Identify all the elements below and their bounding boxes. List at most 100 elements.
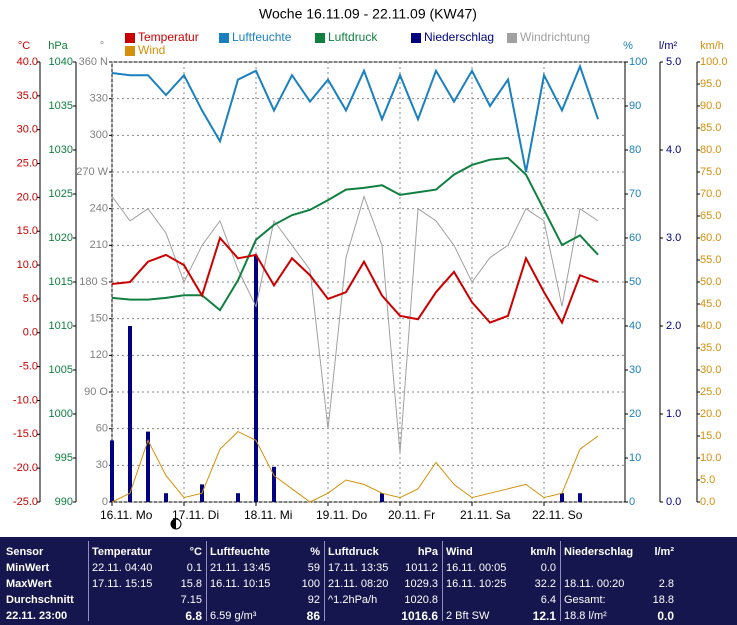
- axis-header: %: [623, 40, 633, 52]
- y-tick-label: 90: [629, 100, 641, 112]
- cell-note: 22.11. 04:40: [92, 562, 153, 574]
- y-tick-label: 15.0: [17, 225, 38, 237]
- column-separator: [560, 541, 561, 621]
- x-tick-label: 16.11. Mo: [100, 508, 153, 522]
- axis-header: km/h: [700, 40, 724, 52]
- precip-bar: [110, 440, 114, 502]
- y-tick-label: 995: [55, 452, 73, 464]
- y-tick-label: -20.0: [13, 462, 38, 474]
- cell-value: 100: [301, 578, 320, 590]
- precip-bar: [254, 255, 258, 502]
- y-tick-label: 90 O: [84, 386, 108, 398]
- y-tick-label: 80.0: [700, 144, 721, 156]
- precip-bar: [146, 431, 150, 502]
- y-tick-label: 35.0: [700, 342, 721, 354]
- series-line: [111, 156, 599, 312]
- y-tick-label: 35.0: [17, 90, 38, 102]
- legend-swatch: [411, 33, 421, 43]
- axis-header: °C: [18, 40, 30, 52]
- precip-bar: [272, 466, 276, 502]
- y-tick-label: 50.0: [700, 276, 721, 288]
- x-tick-label: 21.11. Sa: [460, 508, 511, 522]
- cell-value: 86: [306, 609, 320, 623]
- y-tick-label: 85.0: [700, 122, 721, 134]
- y-tick-label: -5.0: [19, 361, 38, 373]
- legend-swatch: [125, 33, 135, 43]
- y-tick-label: 1040: [49, 56, 73, 68]
- cell-value: 0.0: [657, 609, 674, 623]
- cell-value: 6.4: [540, 594, 556, 606]
- header-cell: Luftdruck: [328, 546, 379, 558]
- y-tick-label: 990: [55, 496, 73, 508]
- y-tick-label: 90.0: [700, 100, 721, 112]
- x-tick-label: 18.11. Mi: [244, 508, 292, 522]
- cell-note: ^1.2hPa/h: [328, 594, 378, 606]
- y-tick-label: 60.0: [700, 232, 721, 244]
- y-tick-label: 1020: [49, 232, 73, 244]
- cell-value: 2.8: [658, 578, 674, 590]
- row-label: 22.11. 23:00: [6, 610, 68, 622]
- summary-table: Sensor Temperatur °C Luftfeuchte% Luftdruck h…: [0, 537, 737, 625]
- y-tick-label: -10.0: [13, 394, 38, 406]
- cell-value: 92: [307, 594, 320, 606]
- y-tick-label: 100.0: [700, 56, 728, 68]
- precip-bar: [380, 493, 384, 502]
- y-tick-label: 25.0: [17, 157, 38, 169]
- y-tick-label: 0: [629, 496, 635, 508]
- y-tick-label: 1.0: [666, 408, 681, 420]
- y-tick-label: 0.0: [666, 496, 681, 508]
- cell-note: 16.11. 10:25: [446, 578, 507, 590]
- legend-label: Wind: [138, 43, 165, 57]
- legend-swatch: [219, 33, 229, 43]
- cell-value: 32.2: [534, 578, 556, 590]
- cell-value: 6.8: [185, 609, 202, 623]
- cell-note: 18.8 l/m²: [564, 610, 607, 622]
- y-tick-label: 20: [629, 408, 641, 420]
- cell-note: 18.11. 00:20: [564, 578, 625, 590]
- y-tick-label: 70.0: [700, 188, 721, 200]
- y-tick-label: 2.0: [666, 320, 681, 332]
- legend-swatch: [507, 33, 517, 43]
- y-tick-label: 210: [90, 239, 108, 251]
- y-tick-label: 10: [629, 452, 641, 464]
- cell-value: 15.8: [180, 578, 202, 590]
- cell-note: 16.11. 10:15: [210, 578, 271, 590]
- cell-value: 0.0: [540, 562, 556, 574]
- legend-swatch: [315, 33, 325, 43]
- y-tick-label: 150: [90, 313, 108, 325]
- cell-value: 18.8: [652, 594, 674, 606]
- y-tick-label: 40.0: [700, 320, 721, 332]
- y-tick-label: 0.0: [23, 327, 38, 339]
- header-cell: Luftfeuchte: [210, 546, 270, 558]
- column-separator: [206, 541, 207, 621]
- precip-bar: [164, 493, 168, 502]
- series-line: [111, 430, 599, 503]
- y-tick-label: 75.0: [700, 166, 721, 178]
- y-tick-label: 5.0: [23, 293, 38, 305]
- y-tick-label: 40.0: [17, 56, 38, 68]
- header-unit: %: [310, 546, 320, 558]
- series-line: [111, 63, 599, 173]
- y-tick-label: 270 W: [76, 166, 108, 178]
- y-tick-label: 5.0: [666, 56, 681, 68]
- legend-label: Temperatur: [138, 30, 199, 44]
- cell-value: 1020.8: [404, 594, 438, 606]
- header-cell: Temperatur: [92, 546, 152, 558]
- x-tick-label: 17.11. Di: [172, 508, 219, 522]
- y-tick-label: 30.0: [700, 364, 721, 376]
- y-tick-label: 0.0: [700, 496, 715, 508]
- y-tick-label: 1015: [49, 276, 73, 288]
- axis-header: °: [100, 40, 104, 52]
- y-tick-label: 95.0: [700, 78, 721, 90]
- cell-value: 0.1: [186, 562, 202, 574]
- cell-note: 16.11. 00:05: [446, 562, 507, 574]
- axis-header: l/m²: [659, 40, 678, 52]
- column-separator: [88, 541, 89, 621]
- y-tick-label: 180 S: [79, 276, 108, 288]
- y-tick-label: 30: [629, 364, 641, 376]
- y-tick-label: -15.0: [13, 428, 38, 440]
- y-tick-label: 40: [629, 320, 641, 332]
- y-tick-label: 45.0: [700, 298, 721, 310]
- y-tick-label: 240: [90, 203, 108, 215]
- y-tick-label: 25.0: [700, 386, 721, 398]
